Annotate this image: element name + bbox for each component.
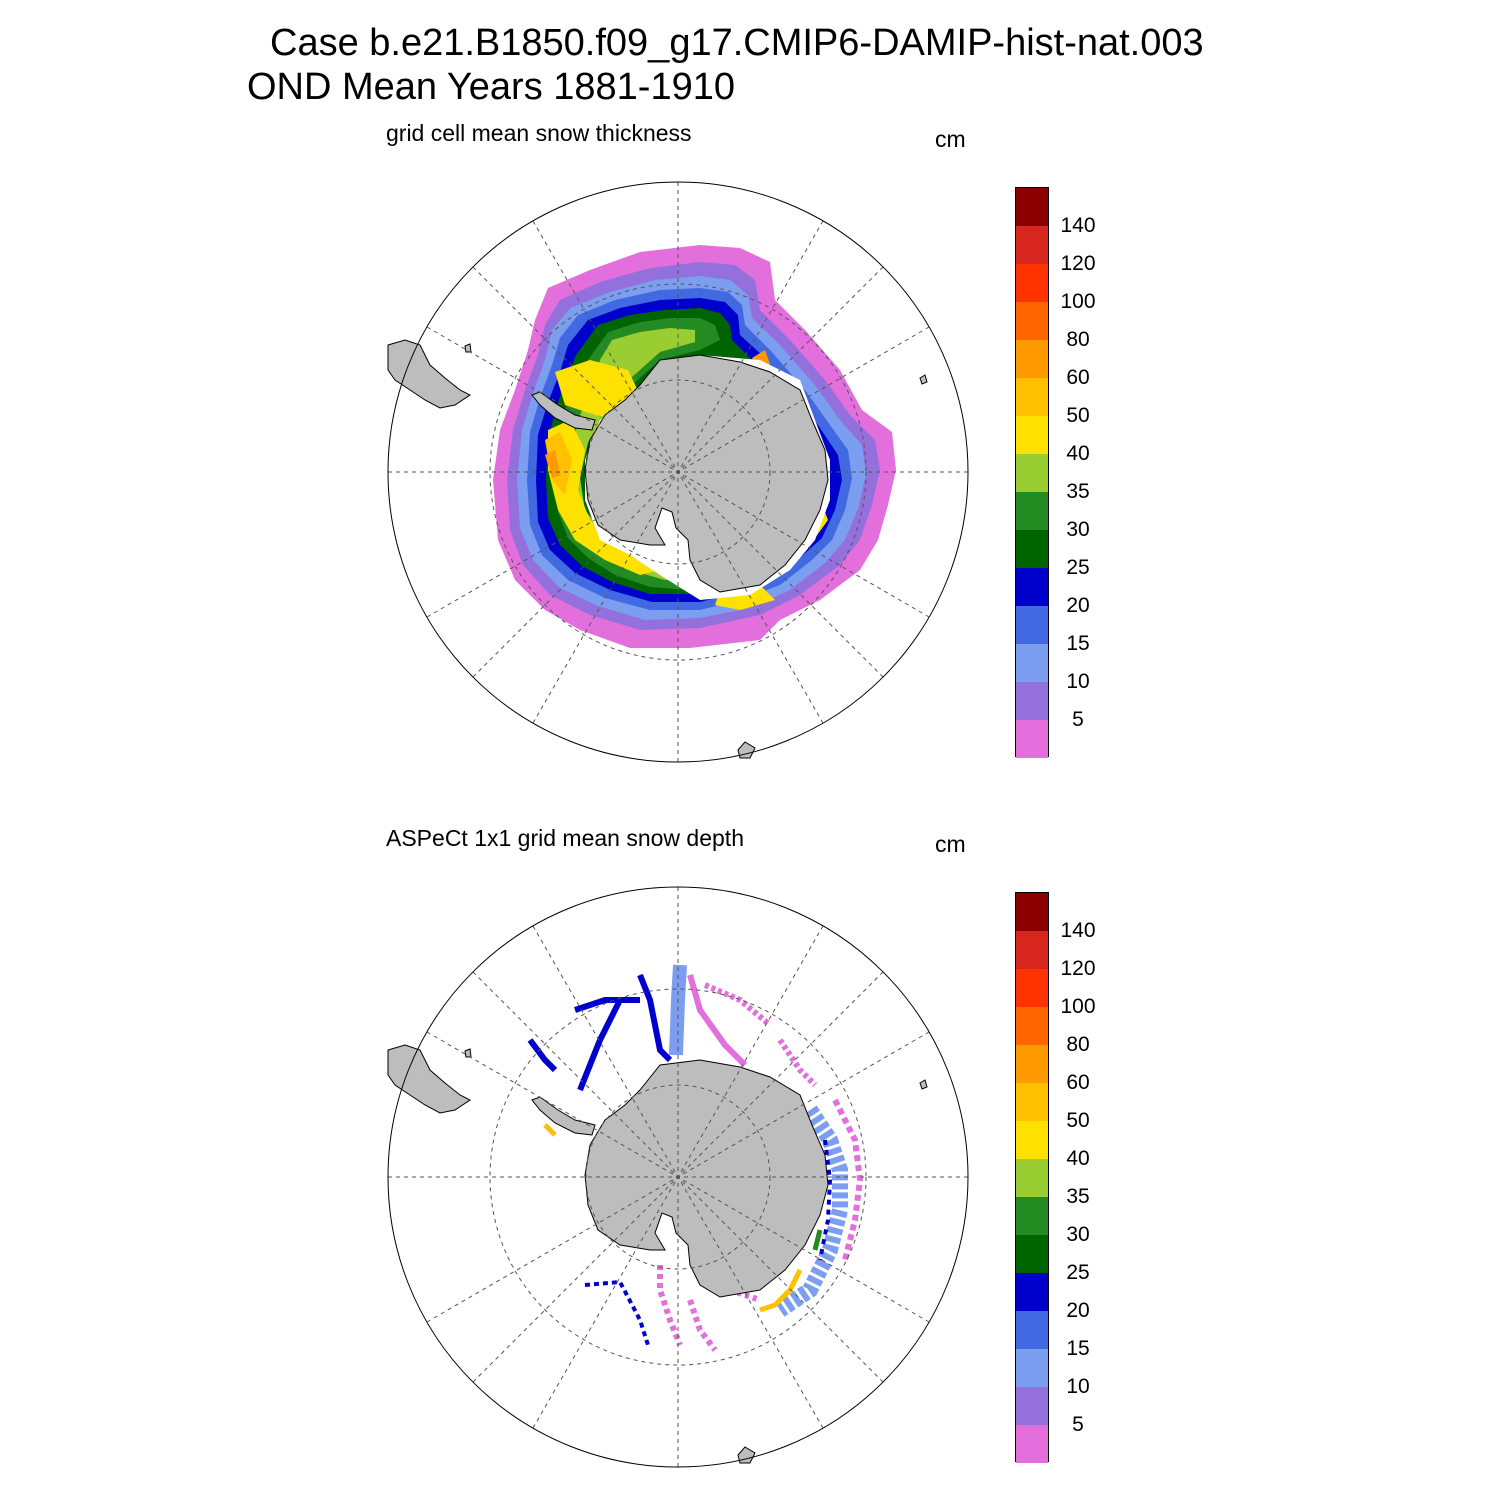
- colorbar-tick-label: 25: [1066, 556, 1090, 579]
- map-border: [387, 181, 969, 763]
- colorbar-swatch: [1016, 264, 1048, 302]
- colorbar-swatch: [1016, 1083, 1048, 1121]
- figure-title-line2: OND Mean Years 1881-1910: [247, 66, 735, 108]
- africa-tip-land: [737, 1446, 756, 1464]
- colorbar-swatch: [1016, 1425, 1048, 1463]
- colorbar-tick-label: 120: [1060, 252, 1096, 275]
- colorbar-swatch: [1016, 682, 1048, 720]
- colorbar-swatch: [1016, 378, 1048, 416]
- colorbar-tick-label: 60: [1066, 366, 1090, 389]
- colorbar-tick-label: 50: [1066, 404, 1090, 427]
- graticule: [388, 887, 968, 1467]
- colorbar-tick-label: 120: [1060, 957, 1096, 980]
- colorbar-swatch: [1016, 568, 1048, 606]
- south-america-land: [387, 339, 471, 409]
- colorbar-swatch: [1016, 188, 1048, 226]
- colorbar-swatch: [1016, 1349, 1048, 1387]
- map-border: [387, 886, 969, 1468]
- colorbar-tick-label: 15: [1066, 1337, 1090, 1360]
- colorbar-tick-label: 30: [1066, 518, 1090, 541]
- colorbar-tick-label: 5: [1072, 708, 1084, 731]
- colorbar-tick-label: 35: [1066, 1185, 1090, 1208]
- colorbar-swatch: [1016, 530, 1048, 568]
- figure-title-line1: Case b.e21.B1850.f09_g17.CMIP6-DAMIP-his…: [270, 22, 1204, 64]
- colorbar-swatch: [1016, 1159, 1048, 1197]
- colorbar-swatch: [1016, 340, 1048, 378]
- colorbar-tick-label: 140: [1060, 919, 1096, 942]
- colorbar-swatch: [1016, 893, 1048, 931]
- colorbar-swatch: [1016, 969, 1048, 1007]
- colorbar-swatch: [1016, 302, 1048, 340]
- colorbar-tick-label: 80: [1066, 328, 1090, 351]
- colorbar-swatch: [1016, 492, 1048, 530]
- colorbar-swatch: [1016, 720, 1048, 758]
- colorbar-swatch: [1016, 416, 1048, 454]
- colorbar-swatch: [1016, 644, 1048, 682]
- colorbar-tick-label: 20: [1066, 594, 1090, 617]
- island-land: [919, 1079, 928, 1090]
- panel2-polar-map: [387, 886, 969, 1468]
- colorbar-swatch: [1016, 1273, 1048, 1311]
- colorbar-swatch: [1016, 1235, 1048, 1273]
- colorbar-swatch: [1016, 1197, 1048, 1235]
- colorbar-tick-label: 5: [1072, 1413, 1084, 1436]
- colorbar-tick-label: 100: [1060, 290, 1096, 313]
- panel1-subtitle: grid cell mean snow thickness: [386, 120, 692, 146]
- antarctic-peninsula: [531, 1096, 596, 1136]
- colorbar-swatch: [1016, 226, 1048, 264]
- colorbar-swatch: [1016, 1387, 1048, 1425]
- colorbar-swatch: [1016, 1007, 1048, 1045]
- colorbar-tick-label: 40: [1066, 442, 1090, 465]
- panel1-colorbar: [1015, 187, 1049, 758]
- africa-tip-land: [737, 741, 756, 759]
- colorbar-tick-label: 20: [1066, 1299, 1090, 1322]
- colorbar-swatch: [1016, 454, 1048, 492]
- panel1-units: cm: [935, 126, 966, 152]
- colorbar-swatch: [1016, 606, 1048, 644]
- island-land: [919, 374, 928, 385]
- antarctica-land: [584, 354, 829, 593]
- colorbar-tick-label: 25: [1066, 1261, 1090, 1284]
- colorbar-tick-label: 140: [1060, 214, 1096, 237]
- island-land: [464, 1048, 472, 1058]
- colorbar-swatch: [1016, 1121, 1048, 1159]
- colorbar-tick-label: 30: [1066, 1223, 1090, 1246]
- graticule: [388, 182, 968, 762]
- south-america-land: [387, 1044, 471, 1114]
- colorbar-tick-label: 50: [1066, 1109, 1090, 1132]
- colorbar-tick-label: 100: [1060, 995, 1096, 1018]
- antarctica-land: [584, 1059, 829, 1298]
- colorbar-tick-label: 40: [1066, 1147, 1090, 1170]
- panel2-units: cm: [935, 831, 966, 857]
- panel2-subtitle: ASPeCt 1x1 grid mean snow depth: [386, 825, 744, 851]
- panel1-polar-map: [387, 181, 969, 763]
- colorbar-swatch: [1016, 1045, 1048, 1083]
- island-land: [464, 343, 472, 353]
- colorbar-tick-label: 80: [1066, 1033, 1090, 1056]
- colorbar-tick-label: 10: [1066, 1375, 1090, 1398]
- colorbar-swatch: [1016, 931, 1048, 969]
- colorbar-tick-label: 60: [1066, 1071, 1090, 1094]
- colorbar-swatch: [1016, 1311, 1048, 1349]
- antarctic-peninsula: [531, 391, 596, 431]
- colorbar-tick-label: 15: [1066, 632, 1090, 655]
- panel2-colorbar: [1015, 892, 1049, 1463]
- colorbar-tick-label: 35: [1066, 480, 1090, 503]
- colorbar-tick-label: 10: [1066, 670, 1090, 693]
